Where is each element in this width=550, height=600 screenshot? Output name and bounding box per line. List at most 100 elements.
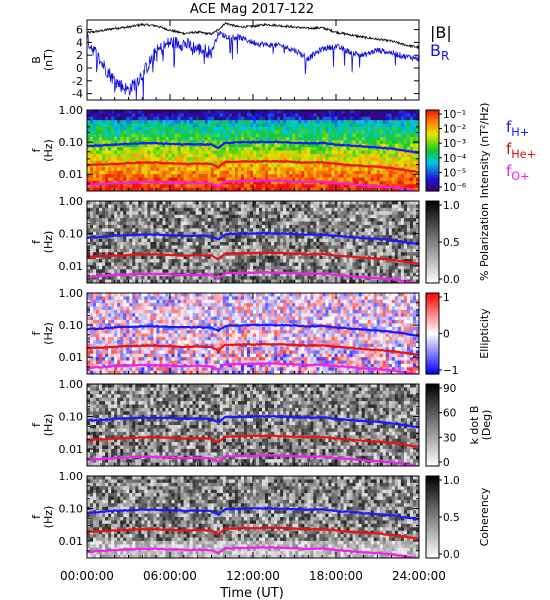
colorbar-tick-label: 0.5 [443, 237, 460, 249]
freq-tick-label: 0.01 [59, 168, 84, 181]
b-field-ylabel: B [30, 56, 43, 64]
spectrogram-image [87, 201, 419, 283]
br-series-line [86, 30, 420, 101]
colorbar-label: Ellipticity [478, 308, 491, 359]
b-field-ytick-label: 4 [76, 36, 83, 49]
time-tick-label: 24:00:00 [392, 569, 446, 583]
colorbar-label: Intensity (nT²/Hz) [478, 103, 491, 199]
time-tick-label: 18:00:00 [309, 569, 363, 583]
colorbar-4: 90 60 30 0 k dot B (Deg) [425, 383, 493, 469]
colorbar-tick-label: 0 [443, 329, 450, 341]
fh-line [87, 414, 419, 429]
time-tick-label: 06:00:00 [143, 569, 197, 583]
colorbar-tick-label: 60 [443, 408, 456, 420]
colorbar-3: 1 0 −1 Ellipticity [425, 292, 491, 377]
b-field-ytick-label: 2 [76, 49, 83, 62]
btot-legend: |B| [430, 23, 452, 42]
fh-line [87, 140, 419, 155]
freq-tick-label: 0.10 [59, 136, 84, 149]
fo-line [87, 362, 419, 374]
b-field-ytick-label: -2 [72, 75, 83, 88]
colorbar-tick-label: 30 [443, 432, 456, 444]
fo-line [87, 179, 419, 191]
freq-tick-label: 1.00 [59, 470, 84, 483]
x-axis-label: Time (UT) [219, 586, 284, 600]
colorbar-tick-label: 10⁻³ [443, 138, 466, 150]
br-legend: BR [430, 41, 449, 63]
b-field-ylabel-unit: (nT) [42, 49, 55, 71]
colorbar-tick-label: 1 [443, 292, 450, 304]
fhe-line [87, 159, 419, 174]
fo-line [87, 545, 419, 558]
colorbar-label: k dot B [468, 406, 481, 445]
colorbar-tick-label: 10⁻⁴ [443, 153, 466, 165]
freq-tick-label: 0.01 [59, 260, 84, 273]
colorbar-frame [425, 383, 440, 467]
freq-tick-label: 0.10 [59, 319, 84, 332]
colorbar-frame [425, 109, 440, 192]
spectrogram-panel-3: 1.00 0.10 0.01 f (Hz) 1 0 −1 Ellipticity [30, 287, 491, 377]
figure-title: ACE Mag 2017-122 [190, 2, 314, 17]
colorbar-tick-label: 10⁻⁶ [443, 182, 466, 194]
freq-tick-label: 1.00 [59, 378, 84, 391]
time-axis: 00:00:00 06:00:00 12:00:00 18:00:00 24:00:00 [60, 20, 446, 583]
spectrogram-image [87, 384, 419, 466]
colorbar-tick-label: 10⁻² [443, 124, 466, 136]
fh-line [87, 231, 419, 246]
colorbar-tick-label: 1.0 [443, 475, 460, 487]
spectrogram-panel-2: 1.00 0.10 0.01 f (Hz) 1.0 0.5 0.0 % Polarization [30, 195, 491, 286]
colorbar-tick-label: −1 [443, 365, 458, 377]
freq-tick-label: 1.00 [59, 104, 84, 117]
fo-line [87, 270, 419, 283]
fhe-line [87, 526, 419, 541]
freq-ylabel: f [30, 330, 43, 335]
colorbar-label: Coherency [478, 487, 491, 546]
fh-line [87, 506, 419, 521]
freq-tick-label: 0.01 [59, 443, 84, 456]
fhe-line [87, 434, 419, 448]
colorbar-tick-label: 1.0 [443, 200, 460, 212]
legend-he-ion: fHe+ [506, 140, 536, 161]
colorbar-label: % Polarization [478, 203, 491, 281]
colorbar-tick-label: 0.0 [443, 274, 460, 286]
freq-ylabel-unit: (Hz) [42, 231, 55, 254]
b-field-ytick-label: 0 [76, 62, 83, 75]
colorbar-1: 10⁻¹ 10⁻² 10⁻³ 10⁻⁴ 10⁻⁵ 10⁻⁶ Intensity (nT²/H… [425, 103, 491, 199]
colorbar-5: 1.0 0.5 0.0 Coherency [425, 475, 491, 561]
time-tick-label: 12:00:00 [226, 569, 280, 583]
fhe-line [87, 251, 419, 266]
spectrogram-image [87, 476, 419, 558]
freq-tick-label: 0.01 [59, 351, 84, 364]
colorbar-label-unit: (Deg) [480, 410, 493, 441]
colorbar-tick-label: 10⁻⁵ [443, 167, 466, 179]
freq-tick-label: 1.00 [59, 287, 84, 300]
freq-ylabel-unit: (Hz) [42, 139, 55, 162]
colorbar-tick-label: 0.0 [443, 549, 460, 561]
fh-line [87, 323, 419, 338]
freq-ylabel: f [30, 147, 43, 152]
colorbar-tick-label: 0.5 [443, 512, 460, 524]
freq-tick-label: 0.10 [59, 411, 84, 424]
freq-ylabel: f [30, 422, 43, 427]
spectrogram-image [87, 293, 419, 374]
legend-h-ion: fH+ [506, 118, 529, 139]
spectrogram-panel-1: 1.000.100.01f (Hz)10⁻¹10⁻²10⁻³10⁻⁴10⁻⁵10⁻… [30, 103, 536, 199]
freq-tick-label: 0.10 [59, 503, 84, 516]
spectrogram-panel-4: 1.00 0.10 0.01 f (Hz) 90 60 30 0 k dot B (Deg) [30, 378, 493, 469]
freq-ylabel-unit: (Hz) [42, 322, 55, 345]
freq-tick-label: 1.00 [59, 195, 84, 208]
btot-series-line [86, 21, 420, 50]
colorbar-tick-label: 10⁻¹ [443, 109, 466, 121]
spectrogram-image [87, 110, 419, 191]
colorbar-tick-label: 90 [443, 383, 456, 395]
spectrogram-panel-5: 1.00 0.10 0.01 f (Hz) 1.0 0.5 0.0 Coherency [30, 470, 491, 561]
freq-ylabel: f [30, 239, 43, 244]
freq-tick-label: 0.10 [59, 228, 84, 241]
colorbar-2: 1.0 0.5 0.0 % Polarization [425, 200, 491, 286]
freq-ylabel-unit: (Hz) [42, 414, 55, 437]
colorbar-tick-label: 0 [443, 457, 450, 469]
legend-o-ion: fO+ [506, 162, 530, 183]
